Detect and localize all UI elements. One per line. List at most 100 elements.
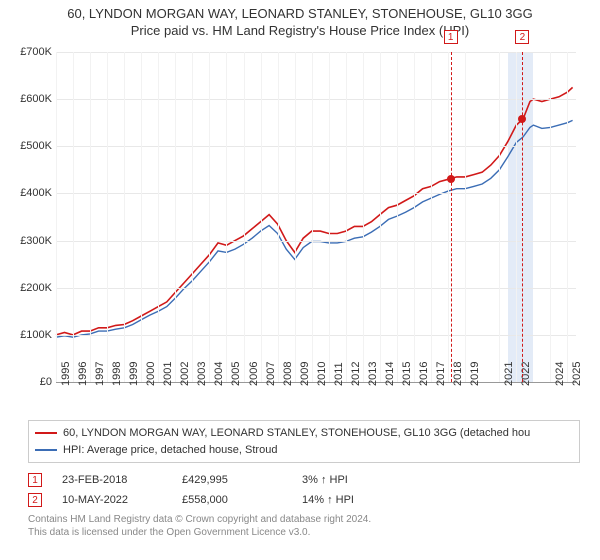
gridline-vertical (175, 52, 176, 382)
gridline-vertical (465, 52, 466, 382)
license-text: Contains HM Land Registry data © Crown c… (28, 513, 580, 539)
gridline-vertical (141, 52, 142, 382)
x-axis-tick-label: 2021 (503, 362, 515, 386)
gridline-vertical (550, 52, 551, 382)
x-axis-tick-label: 2012 (350, 362, 362, 386)
gridline-vertical (73, 52, 74, 382)
x-axis-tick-label: 2005 (230, 362, 242, 386)
title-line-1: 60, LYNDON MORGAN WAY, LEONARD STANLEY, … (0, 6, 600, 23)
gridline-horizontal (56, 146, 576, 147)
y-axis-tick-label: £300K (20, 235, 52, 247)
legend-swatch-price-paid (35, 432, 57, 434)
gridline-vertical (192, 52, 193, 382)
y-axis-tick-label: £400K (20, 187, 52, 199)
license-line-1: Contains HM Land Registry data © Crown c… (28, 513, 580, 526)
x-axis-tick-label: 2006 (248, 362, 260, 386)
gridline-horizontal (56, 335, 576, 336)
license-line-2: This data is licensed under the Open Gov… (28, 526, 580, 539)
gridline-vertical (499, 52, 500, 382)
legend-label-hpi: HPI: Average price, detached house, Stro… (63, 442, 277, 459)
x-axis-tick-label: 2018 (452, 362, 464, 386)
title-line-2: Price paid vs. HM Land Registry's House … (0, 23, 600, 40)
gridline-vertical (261, 52, 262, 382)
legend: 60, LYNDON MORGAN WAY, LEONARD STANLEY, … (28, 420, 580, 463)
gridline-vertical (397, 52, 398, 382)
x-axis-tick-label: 2019 (469, 362, 481, 386)
x-axis-tick-label: 2000 (145, 362, 157, 386)
x-axis-tick-label: 2001 (162, 362, 174, 386)
legend-label-price-paid: 60, LYNDON MORGAN WAY, LEONARD STANLEY, … (63, 425, 530, 442)
gridline-vertical (90, 52, 91, 382)
sale-record-row: 1 23-FEB-2018 £429,995 3% ↑ HPI (28, 473, 580, 487)
x-axis-tick-label: 2016 (418, 362, 430, 386)
sale-point-marker (518, 115, 526, 123)
gridline-vertical (226, 52, 227, 382)
sale-price: £429,995 (182, 474, 282, 486)
gridline-vertical (312, 52, 313, 382)
x-axis-tick-label: 1998 (111, 362, 123, 386)
x-axis-tick-label: 2013 (367, 362, 379, 386)
gridline-vertical (516, 52, 517, 382)
gridline-vertical (363, 52, 364, 382)
x-axis-tick-label: 2003 (196, 362, 208, 386)
sale-record-row: 2 10-MAY-2022 £558,000 14% ↑ HPI (28, 493, 580, 507)
line-series-svg (56, 52, 576, 382)
y-axis-tick-label: £0 (40, 376, 52, 388)
x-axis-tick-label: 2025 (571, 362, 583, 386)
gridline-vertical (329, 52, 330, 382)
sale-date: 10-MAY-2022 (62, 494, 162, 506)
x-axis-tick-label: 2011 (333, 362, 345, 386)
line-series-hpi (56, 120, 573, 337)
gridline-vertical (295, 52, 296, 382)
x-axis-tick-label: 1999 (128, 362, 140, 386)
gridline-horizontal (56, 241, 576, 242)
y-axis-tick-label: £700K (20, 46, 52, 58)
line-series-price_paid (56, 87, 573, 335)
gridline-vertical (244, 52, 245, 382)
gridline-vertical (107, 52, 108, 382)
y-axis-tick-label: £500K (20, 140, 52, 152)
chart-footer: 60, LYNDON MORGAN WAY, LEONARD STANLEY, … (28, 420, 580, 539)
gridline-horizontal (56, 288, 576, 289)
x-axis-tick-label: 2015 (401, 362, 413, 386)
y-axis-tick-label: £100K (20, 329, 52, 341)
x-axis-tick-label: 1997 (94, 362, 106, 386)
x-axis-tick-label: 2017 (435, 362, 447, 386)
sale-date: 23-FEB-2018 (62, 474, 162, 486)
gridline-horizontal (56, 52, 576, 53)
x-axis-tick-label: 2014 (384, 362, 396, 386)
x-axis-tick-label: 1995 (60, 362, 72, 386)
x-axis-tick-label: 2008 (282, 362, 294, 386)
x-axis-tick-label: 2010 (316, 362, 328, 386)
sale-marker-line (522, 52, 523, 382)
gridline-vertical (431, 52, 432, 382)
x-axis-tick-label: 2009 (299, 362, 311, 386)
sale-price: £558,000 (182, 494, 282, 506)
sale-marker-line (451, 52, 452, 382)
sale-pct-vs-hpi: 3% ↑ HPI (302, 474, 402, 486)
legend-swatch-hpi (35, 449, 57, 451)
sale-pct-vs-hpi: 14% ↑ HPI (302, 494, 402, 506)
sale-marker-label: 2 (515, 30, 529, 44)
sale-index-badge: 1 (28, 473, 42, 487)
gridline-horizontal (56, 99, 576, 100)
gridline-vertical (56, 52, 57, 382)
y-axis-tick-label: £200K (20, 282, 52, 294)
x-axis-tick-label: 2002 (179, 362, 191, 386)
gridline-vertical (124, 52, 125, 382)
gridline-vertical (158, 52, 159, 382)
gridline-vertical (278, 52, 279, 382)
gridline-vertical (346, 52, 347, 382)
gridline-vertical (448, 52, 449, 382)
x-axis-tick-label: 1996 (77, 362, 89, 386)
sale-point-marker (447, 175, 455, 183)
chart-title: 60, LYNDON MORGAN WAY, LEONARD STANLEY, … (0, 0, 600, 40)
x-axis-tick-label: 2004 (213, 362, 225, 386)
gridline-vertical (414, 52, 415, 382)
legend-item-hpi: HPI: Average price, detached house, Stro… (35, 442, 573, 459)
sale-index-badge: 2 (28, 493, 42, 507)
chart-plot-area: £0£100K£200K£300K£400K£500K£600K£700K199… (56, 52, 576, 382)
y-axis-tick-label: £600K (20, 93, 52, 105)
gridline-horizontal (56, 193, 576, 194)
legend-item-price-paid: 60, LYNDON MORGAN WAY, LEONARD STANLEY, … (35, 425, 573, 442)
